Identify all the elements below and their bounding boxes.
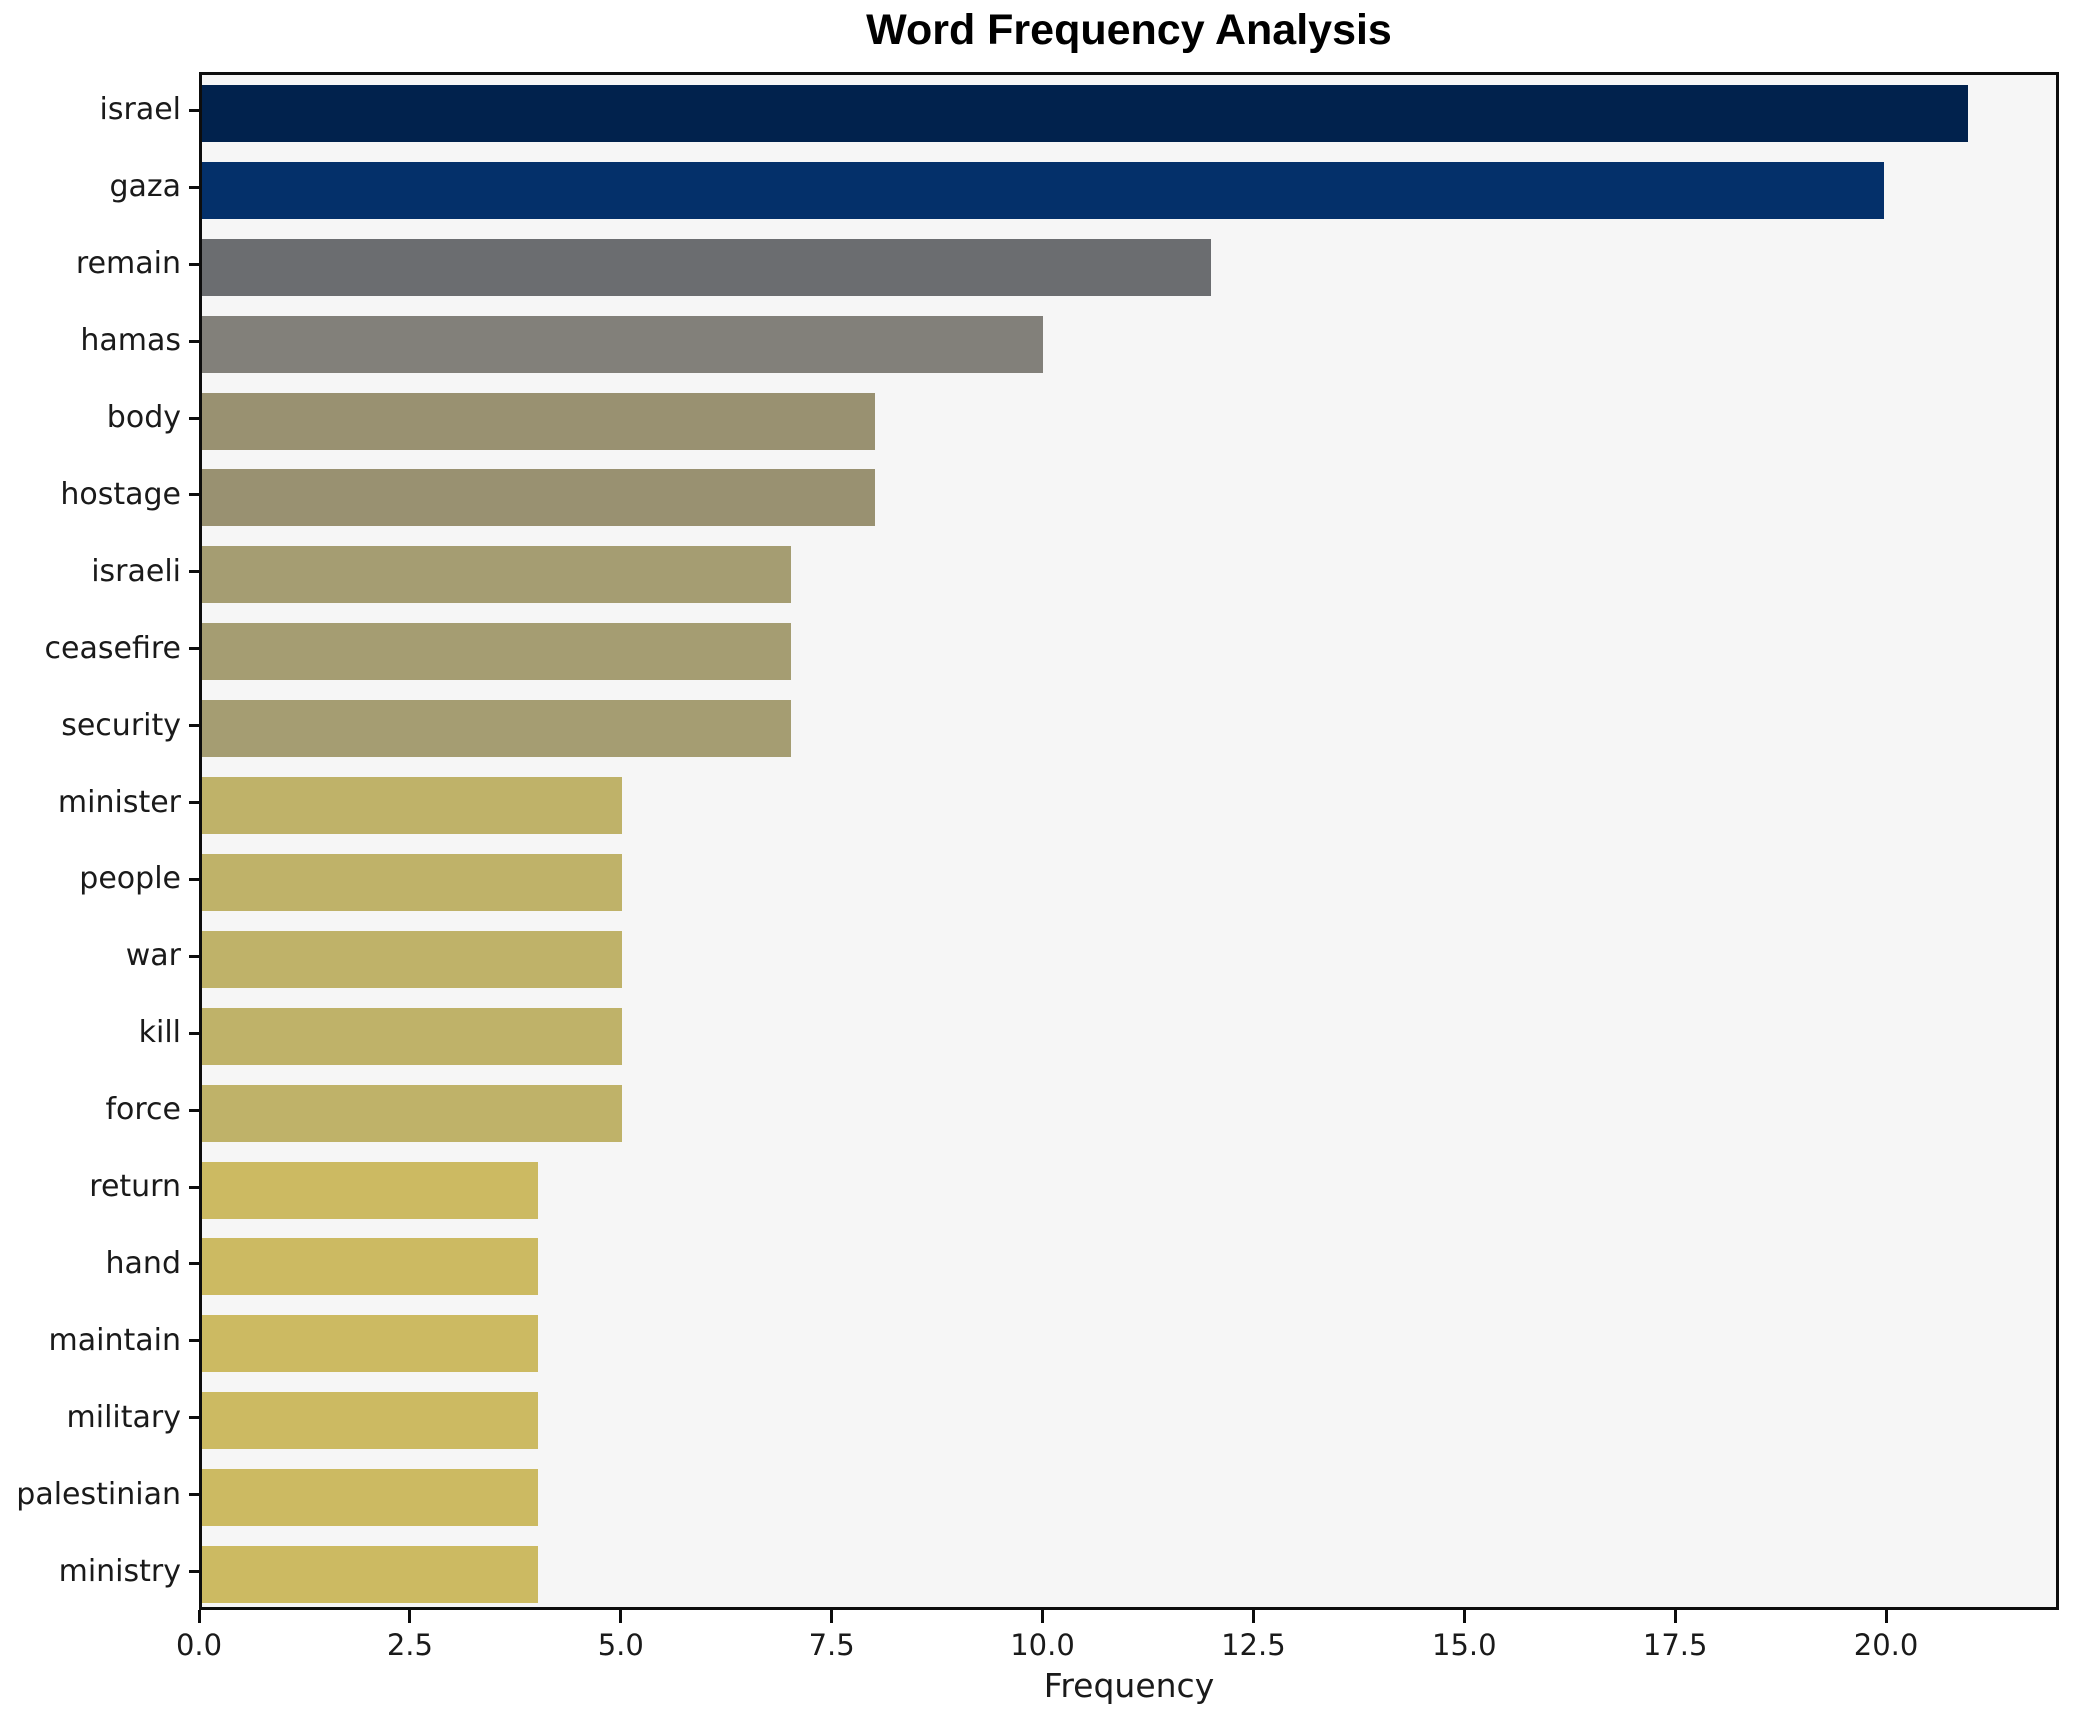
y-tick-mark [189,108,199,112]
x-tick-mark [1462,1610,1466,1623]
y-tick-mark [189,1493,199,1497]
bar-israeli [202,546,791,604]
y-tick-label-security: security [61,707,181,743]
y-tick-mark [189,1031,199,1035]
bar-gaza [202,161,1884,219]
y-tick-mark [189,647,199,651]
x-tick-mark [1251,1610,1255,1623]
x-tick-label-5.0: 5.0 [597,1628,644,1662]
x-tick-mark [1041,1610,1045,1623]
bar-military [202,1392,539,1450]
bar-minister [202,777,623,835]
x-tick-label-2.5: 2.5 [386,1628,433,1662]
bar-ceasefire [202,623,791,681]
y-tick-label-palestinian: palestinian [16,1476,181,1512]
bar-hamas [202,315,1043,373]
x-tick-label-12.5: 12.5 [1221,1628,1286,1662]
y-tick-label-hand: hand [105,1245,181,1281]
bar-palestinian [202,1469,539,1527]
y-tick-label-return: return [89,1169,181,1205]
plot-area [199,72,2059,1610]
y-tick-mark [189,262,199,266]
bar-force [202,1084,623,1142]
x-tick-label-20.0: 20.0 [1853,1628,1919,1662]
bar-return [202,1161,539,1219]
y-tick-mark [189,339,199,343]
y-tick-label-gaza: gaza [109,169,181,205]
y-tick-mark [189,1416,199,1420]
y-tick-label-hostage: hostage [60,476,181,512]
bar-ministry [202,1546,539,1604]
y-tick-mark [189,724,199,728]
y-tick-label-israel: israel [99,92,181,128]
x-tick-mark [197,1610,201,1623]
y-tick-mark [189,1185,199,1189]
y-tick-label-ceasefire: ceasefire [44,630,181,666]
x-tick-mark [830,1610,834,1623]
y-tick-label-minister: minister [57,784,181,820]
x-tick-label-0.0: 0.0 [175,1628,223,1662]
x-tick-label-17.5: 17.5 [1642,1628,1708,1662]
y-tick-mark [189,416,199,420]
y-tick-label-war: war [125,938,181,974]
y-tick-label-israeli: israeli [91,553,181,589]
bar-war [202,930,623,988]
y-tick-mark [189,1570,199,1574]
x-tick-label-7.5: 7.5 [808,1628,855,1662]
bar-maintain [202,1315,539,1373]
bar-remain [202,238,1211,296]
y-tick-label-remain: remain [75,246,181,282]
y-tick-mark [189,1339,199,1343]
x-tick-mark [408,1610,412,1623]
y-tick-label-people: people [79,861,181,897]
bar-hostage [202,469,875,527]
x-tick-label-10.0: 10.0 [1010,1628,1075,1662]
x-axis-title: Frequency [1043,1666,1215,1705]
bar-kill [202,1007,623,1065]
x-tick-mark [1673,1610,1677,1623]
bar-hand [202,1238,539,1296]
bar-body [202,392,875,450]
y-tick-mark [189,185,199,189]
y-tick-mark [189,877,199,881]
y-tick-label-ministry: ministry [58,1553,181,1589]
bar-people [202,853,623,911]
y-tick-label-kill: kill [138,1015,181,1051]
y-tick-label-maintain: maintain [48,1322,181,1358]
y-tick-label-hamas: hamas [80,323,181,359]
y-tick-mark [189,570,199,574]
y-tick-label-body: body [106,400,181,436]
x-tick-mark [619,1610,623,1623]
chart-title: Word Frequency Analysis [866,6,1392,54]
y-tick-mark [189,493,199,497]
y-tick-mark [189,801,199,805]
y-tick-mark [189,1108,199,1112]
bar-security [202,700,791,758]
x-tick-label-15.0: 15.0 [1432,1628,1497,1662]
y-tick-mark [189,954,199,958]
y-tick-mark [189,1262,199,1266]
x-tick-mark [1884,1610,1888,1623]
bar-israel [202,84,1968,142]
y-tick-label-force: force [105,1092,181,1128]
y-tick-label-military: military [66,1399,181,1435]
